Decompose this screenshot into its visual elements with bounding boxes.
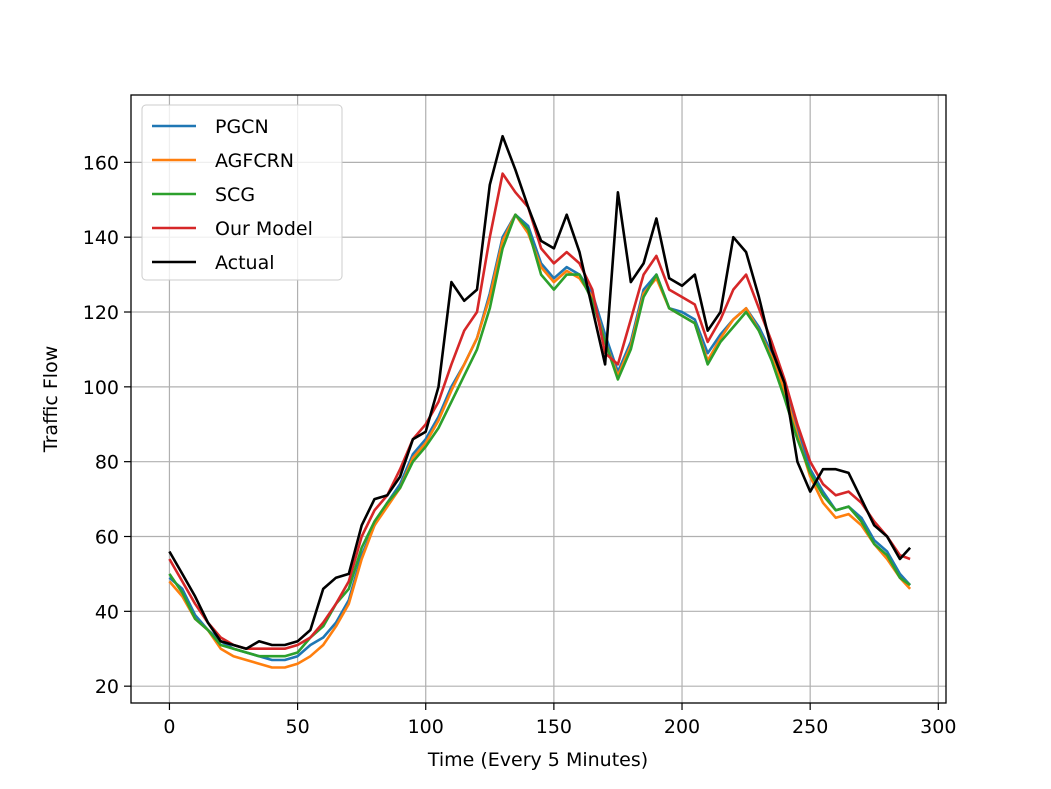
x-tick-label: 250 bbox=[792, 716, 828, 738]
legend-label-actual: Actual bbox=[215, 252, 275, 274]
x-tick-label: 150 bbox=[536, 716, 572, 738]
x-tick-label: 50 bbox=[285, 716, 309, 738]
y-tick-label: 100 bbox=[83, 377, 119, 399]
legend-box bbox=[141, 104, 343, 281]
y-tick-label: 120 bbox=[83, 302, 119, 324]
x-tick-label: 300 bbox=[920, 716, 956, 738]
y-tick-label: 20 bbox=[95, 676, 119, 698]
x-tick-label: 100 bbox=[408, 716, 444, 738]
y-tick-label: 40 bbox=[95, 601, 119, 623]
legend-label-agfcrn: AGFCRN bbox=[215, 150, 294, 172]
x-tick-label: 200 bbox=[664, 716, 700, 738]
legend: PGCN AGFCRN SCG Our Model Actual bbox=[141, 104, 343, 281]
series-layer bbox=[168, 134, 912, 669]
axis-ticks: 0 50 100 150 200 250 300 20 40 60 80 100 120 140 160 bbox=[83, 152, 957, 738]
series-line-pgcn bbox=[168, 213, 912, 662]
legend-label-our-model: Our Model bbox=[215, 218, 313, 240]
legend-label-scg: SCG bbox=[215, 184, 255, 206]
x-tick-label: 0 bbox=[163, 716, 175, 738]
legend-label-pgcn: PGCN bbox=[215, 116, 269, 138]
y-axis-label: Traffic Flow bbox=[40, 346, 62, 454]
y-tick-label: 140 bbox=[83, 227, 119, 249]
plot-frame bbox=[130, 94, 947, 704]
y-tick-label: 80 bbox=[95, 452, 119, 474]
y-tick-label: 160 bbox=[83, 152, 119, 174]
x-axis-label: Time (Every 5 Minutes) bbox=[427, 749, 648, 771]
series-line-actual bbox=[168, 134, 912, 651]
series-line-our-model bbox=[168, 172, 911, 651]
y-tick-label: 60 bbox=[95, 527, 119, 549]
